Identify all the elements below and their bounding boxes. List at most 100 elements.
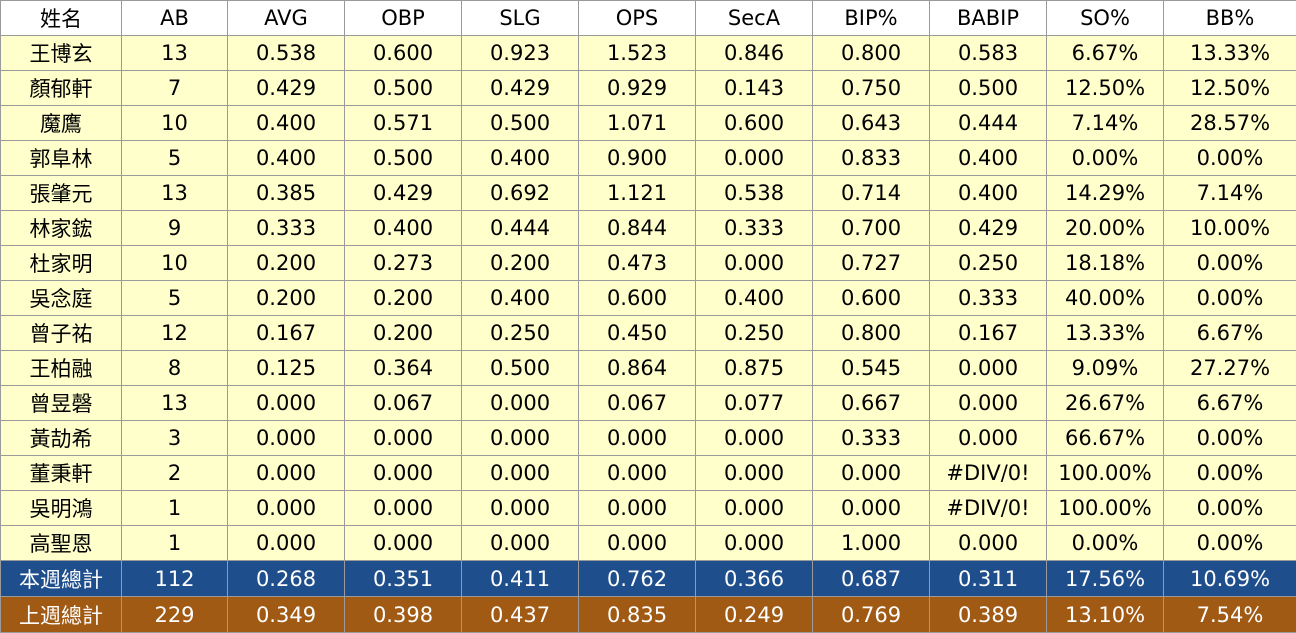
cell-name: 董秉軒 xyxy=(1,456,122,491)
cell-ops: 0.844 xyxy=(579,211,696,246)
cell-babip: 0.429 xyxy=(930,211,1047,246)
cell-avg: 0.000 xyxy=(228,386,345,421)
cell-babip: 0.000 xyxy=(930,386,1047,421)
cell-avg: 0.349 xyxy=(228,597,345,633)
cell-so-pct: 20.00% xyxy=(1047,211,1164,246)
cell-ab: 12 xyxy=(122,316,228,351)
cell-obp: 0.000 xyxy=(345,421,462,456)
cell-avg: 0.429 xyxy=(228,71,345,106)
cell-obp: 0.200 xyxy=(345,281,462,316)
cell-seca: 0.538 xyxy=(696,176,813,211)
cell-bip-pct: 0.333 xyxy=(813,421,930,456)
cell-so-pct: 17.56% xyxy=(1047,561,1164,597)
cell-name: 高聖恩 xyxy=(1,526,122,561)
cell-ab: 229 xyxy=(122,597,228,633)
cell-ops: 1.121 xyxy=(579,176,696,211)
cell-name: 林家鋐 xyxy=(1,211,122,246)
cell-avg: 0.125 xyxy=(228,351,345,386)
cell-babip: 0.250 xyxy=(930,246,1047,281)
cell-slg: 0.250 xyxy=(462,316,579,351)
cell-bip-pct: 0.833 xyxy=(813,141,930,176)
cell-so-pct: 26.67% xyxy=(1047,386,1164,421)
cell-bb-pct: 0.00% xyxy=(1164,526,1296,561)
cell-slg: 0.400 xyxy=(462,281,579,316)
cell-babip: 0.400 xyxy=(930,141,1047,176)
cell-slg: 0.429 xyxy=(462,71,579,106)
cell-avg: 0.200 xyxy=(228,281,345,316)
cell-ab: 1 xyxy=(122,526,228,561)
cell-bb-pct: 0.00% xyxy=(1164,141,1296,176)
cell-bb-pct: 6.67% xyxy=(1164,386,1296,421)
cell-babip: 0.311 xyxy=(930,561,1047,597)
cell-babip: 0.500 xyxy=(930,71,1047,106)
cell-slg: 0.444 xyxy=(462,211,579,246)
cell-so-pct: 40.00% xyxy=(1047,281,1164,316)
cell-bb-pct: 10.00% xyxy=(1164,211,1296,246)
cell-bip-pct: 0.714 xyxy=(813,176,930,211)
cell-slg: 0.000 xyxy=(462,456,579,491)
cell-obp: 0.200 xyxy=(345,316,462,351)
cell-seca: 0.077 xyxy=(696,386,813,421)
cell-slg: 0.437 xyxy=(462,597,579,633)
cell-ops: 0.762 xyxy=(579,561,696,597)
cell-avg: 0.385 xyxy=(228,176,345,211)
cell-bb-pct: 0.00% xyxy=(1164,456,1296,491)
cell-bb-pct: 13.33% xyxy=(1164,36,1296,71)
cell-slg: 0.000 xyxy=(462,386,579,421)
cell-so-pct: 100.00% xyxy=(1047,491,1164,526)
cell-name: 上週總計 xyxy=(1,597,122,633)
cell-babip: 0.583 xyxy=(930,36,1047,71)
cell-avg: 0.000 xyxy=(228,456,345,491)
cell-seca: 0.000 xyxy=(696,421,813,456)
cell-bip-pct: 1.000 xyxy=(813,526,930,561)
cell-so-pct: 13.10% xyxy=(1047,597,1164,633)
cell-bb-pct: 7.14% xyxy=(1164,176,1296,211)
cell-ab: 9 xyxy=(122,211,228,246)
cell-seca: 0.333 xyxy=(696,211,813,246)
cell-so-pct: 0.00% xyxy=(1047,141,1164,176)
cell-ab: 5 xyxy=(122,141,228,176)
cell-avg: 0.538 xyxy=(228,36,345,71)
cell-name: 曾昱磬 xyxy=(1,386,122,421)
cell-bip-pct: 0.769 xyxy=(813,597,930,633)
cell-name: 魔鷹 xyxy=(1,106,122,141)
cell-bb-pct: 0.00% xyxy=(1164,246,1296,281)
cell-seca: 0.000 xyxy=(696,526,813,561)
header-slg: SLG xyxy=(462,1,579,36)
header-avg: AVG xyxy=(228,1,345,36)
cell-obp: 0.398 xyxy=(345,597,462,633)
cell-name: 王柏融 xyxy=(1,351,122,386)
cell-bip-pct: 0.700 xyxy=(813,211,930,246)
cell-slg: 0.923 xyxy=(462,36,579,71)
cell-slg: 0.500 xyxy=(462,351,579,386)
header-seca: SecA xyxy=(696,1,813,36)
cell-so-pct: 7.14% xyxy=(1047,106,1164,141)
cell-obp: 0.571 xyxy=(345,106,462,141)
cell-slg: 0.200 xyxy=(462,246,579,281)
cell-obp: 0.000 xyxy=(345,456,462,491)
cell-babip: #DIV/0! xyxy=(930,456,1047,491)
header-row: 姓名 AB AVG OBP SLG OPS SecA BIP% BABIP SO… xyxy=(1,1,1296,36)
cell-name: 顏郁軒 xyxy=(1,71,122,106)
cell-ab: 13 xyxy=(122,386,228,421)
cell-ops: 0.473 xyxy=(579,246,696,281)
cell-ab: 10 xyxy=(122,106,228,141)
cell-so-pct: 13.33% xyxy=(1047,316,1164,351)
cell-obp: 0.351 xyxy=(345,561,462,597)
cell-name: 本週總計 xyxy=(1,561,122,597)
cell-bb-pct: 6.67% xyxy=(1164,316,1296,351)
cell-babip: 0.400 xyxy=(930,176,1047,211)
cell-slg: 0.000 xyxy=(462,421,579,456)
cell-ops: 0.000 xyxy=(579,421,696,456)
cell-babip: 0.333 xyxy=(930,281,1047,316)
cell-seca: 0.000 xyxy=(696,141,813,176)
cell-seca: 0.249 xyxy=(696,597,813,633)
cell-ab: 2 xyxy=(122,456,228,491)
cell-bb-pct: 27.27% xyxy=(1164,351,1296,386)
